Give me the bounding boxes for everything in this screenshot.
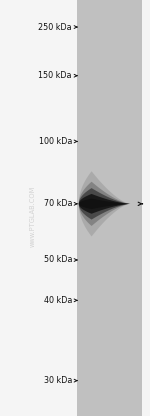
Bar (77, 0, 142, 416)
Text: 150 kDa: 150 kDa (39, 71, 72, 80)
Polygon shape (79, 188, 130, 220)
Text: 40 kDa: 40 kDa (44, 296, 72, 305)
Polygon shape (79, 198, 130, 209)
Polygon shape (79, 182, 130, 226)
Text: www.PTGLAB.COM: www.PTGLAB.COM (30, 186, 36, 247)
Text: 70 kDa: 70 kDa (44, 199, 72, 208)
Text: 250 kDa: 250 kDa (38, 22, 72, 32)
Text: 30 kDa: 30 kDa (44, 376, 72, 385)
Polygon shape (79, 194, 130, 214)
Polygon shape (79, 171, 130, 236)
Text: 50 kDa: 50 kDa (44, 255, 72, 265)
Text: 100 kDa: 100 kDa (39, 137, 72, 146)
